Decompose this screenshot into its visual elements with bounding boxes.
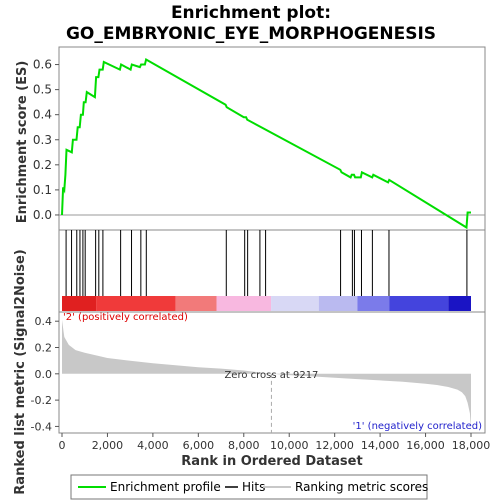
metric-y-tick-label: 0.2 bbox=[35, 342, 53, 355]
metric-y-tick-label: -0.2 bbox=[31, 394, 52, 407]
metric-y-tick-label: 0.0 bbox=[35, 368, 53, 381]
x-tick-label: 14,000 bbox=[361, 439, 400, 452]
heat-band bbox=[62, 296, 97, 311]
x-axis-ticks: 0 2,000 4,000 6,000 8,000 10,000 12,000 14,000 1… bbox=[59, 433, 491, 452]
x-tick-label: 10,000 bbox=[270, 439, 309, 452]
es-y-tick-label: 0.3 bbox=[33, 133, 52, 147]
legend-label: Enrichment profile bbox=[110, 480, 221, 494]
metric-y-tick-label: 0.4 bbox=[35, 315, 53, 328]
heat-band bbox=[318, 296, 358, 311]
chart-title-line2: GO_EMBRYONIC_EYE_MORPHOGENESIS bbox=[66, 24, 436, 44]
negatively-correlated-label: '1' (negatively correlated) bbox=[353, 421, 482, 432]
positively-correlated-label: '2' (positively correlated) bbox=[63, 312, 188, 323]
ranking-metric-area bbox=[62, 319, 471, 430]
chart-title-line1: Enrichment plot: bbox=[171, 3, 331, 23]
heat-band bbox=[389, 296, 449, 311]
x-tick-label: 4,000 bbox=[137, 439, 169, 452]
es-y-tick-label: 0.1 bbox=[33, 183, 52, 197]
metric-y-tick-label: -0.4 bbox=[31, 420, 52, 433]
es-y-tick-label: 0.6 bbox=[33, 58, 52, 72]
es-y-tick-label: 0.2 bbox=[33, 158, 52, 172]
x-tick-label: 12,000 bbox=[315, 439, 354, 452]
x-tick-label: 0 bbox=[59, 439, 66, 452]
es-y-tick-label: 0.4 bbox=[33, 108, 52, 122]
heat-band bbox=[96, 296, 176, 311]
es-y-ticks: 0.0 0.1 0.2 0.3 0.4 0.5 0.6 bbox=[33, 58, 59, 222]
legend-label: Ranking metric scores bbox=[295, 480, 428, 494]
x-tick-label: 2,000 bbox=[92, 439, 124, 452]
enrichment-profile-line bbox=[61, 57, 471, 230]
x-tick-label: 18,000 bbox=[452, 439, 491, 452]
metric-y-ticks: 0.4 0.2 0.0 -0.2 -0.4 bbox=[31, 315, 59, 433]
x-tick-label: 8,000 bbox=[228, 439, 260, 452]
hit-lines bbox=[65, 230, 468, 296]
heat-band bbox=[175, 296, 217, 311]
heat-band bbox=[357, 296, 390, 311]
x-tick-label: 16,000 bbox=[406, 439, 445, 452]
es-panel-frame bbox=[58, 46, 486, 231]
legend-frame bbox=[70, 474, 428, 500]
heat-band bbox=[448, 296, 471, 311]
metric-y-axis-label: Ranked list metric (Signal2Noise) bbox=[13, 249, 28, 494]
legend: Enrichment profile Hits Ranking metric sco… bbox=[78, 480, 428, 494]
rank-heatmap-bar bbox=[62, 296, 471, 311]
es-y-tick-label: 0.5 bbox=[33, 83, 52, 97]
x-tick-label: 6,000 bbox=[183, 439, 215, 452]
heat-band bbox=[271, 296, 319, 311]
x-axis-label: Rank in Ordered Dataset bbox=[181, 454, 362, 469]
heat-band bbox=[216, 296, 272, 311]
es-y-axis-label: Enrichment score (ES) bbox=[15, 61, 30, 224]
es-y-tick-label: 0.0 bbox=[33, 208, 52, 222]
legend-label: Hits bbox=[242, 480, 265, 494]
zero-cross-label: Zero cross at 9217 bbox=[224, 370, 318, 381]
